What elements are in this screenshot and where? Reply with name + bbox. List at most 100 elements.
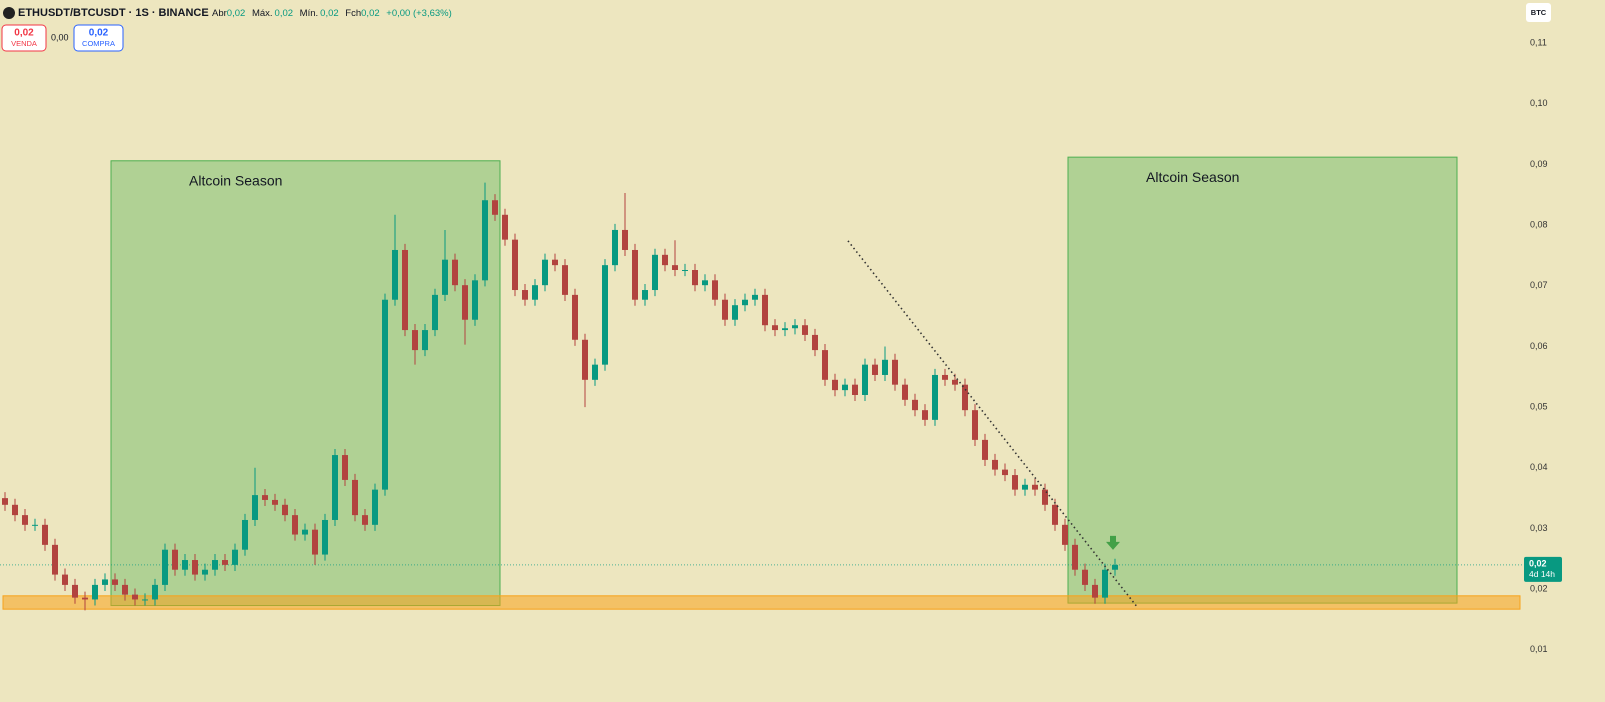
- candle-body: [692, 270, 698, 286]
- candle-body: [22, 515, 28, 525]
- buy-button[interactable]: [73, 24, 124, 52]
- candle-body: [32, 524, 38, 526]
- candle-body: [832, 379, 838, 391]
- sell-label: VENDA: [11, 39, 37, 48]
- y-tick-label: 0,02: [1530, 584, 1548, 594]
- candle-body: [972, 410, 978, 440]
- candle-body: [372, 489, 378, 525]
- candle-body: [892, 359, 898, 385]
- candle-body: [252, 495, 258, 520]
- candle-body: [612, 229, 618, 266]
- arrow-marker: [1106, 535, 1120, 550]
- ohlc-value: 0,02: [361, 8, 380, 19]
- candle-body: [562, 265, 568, 295]
- candle-body: [402, 249, 408, 331]
- candle-body: [652, 254, 658, 291]
- candle-body: [682, 270, 688, 271]
- candle-body: [352, 479, 358, 516]
- candle-body: [1012, 475, 1018, 490]
- candle-body: [772, 325, 778, 331]
- candle-body: [842, 384, 848, 391]
- candle-body: [452, 259, 458, 286]
- candle-body: [502, 214, 508, 240]
- candle-body: [442, 259, 448, 295]
- candle-body: [962, 384, 968, 411]
- ohlc: Abr0,02 Máx. 0,02 Mín. 0,02 Fch0,02 +0,00 …: [212, 8, 452, 19]
- y-tick-label: 0,03: [1530, 523, 1548, 533]
- candle-body: [982, 439, 988, 460]
- candle-body: [202, 569, 208, 575]
- candle-body: [992, 459, 998, 470]
- candle-body: [112, 579, 118, 585]
- candle-body: [552, 259, 558, 266]
- candle-body: [632, 249, 638, 300]
- candle-body: [802, 325, 808, 335]
- sell-price: 0,02: [14, 28, 34, 39]
- candle-body: [222, 560, 228, 565]
- candle-body: [192, 560, 198, 575]
- sell-button[interactable]: [1, 24, 47, 52]
- candle-body: [332, 455, 338, 520]
- ohlc-value: 0,02: [275, 8, 294, 19]
- candle-body: [282, 504, 288, 516]
- candle-body: [172, 549, 178, 570]
- candle-body: [762, 294, 768, 326]
- candle-body: [712, 280, 718, 300]
- ohlc-label: Mín.: [300, 8, 318, 19]
- currency: BTC: [1531, 8, 1547, 17]
- candle-body: [422, 330, 428, 351]
- y-tick-label: 0,11: [1530, 37, 1547, 47]
- candle-body: [742, 299, 748, 306]
- candle-body: [662, 254, 668, 266]
- ohlc-value: 0,02: [320, 8, 339, 19]
- candle-body: [122, 584, 128, 595]
- support-zone: [2, 595, 1521, 610]
- candle-body: [52, 544, 58, 575]
- candle-body: [922, 410, 928, 420]
- candle-body: [42, 524, 48, 545]
- candle-body: [342, 455, 348, 480]
- candle-body: [152, 584, 158, 600]
- candle-body: [262, 495, 268, 500]
- candle-body: [232, 549, 238, 565]
- ohlc-label: Máx.: [252, 8, 273, 19]
- price-tag: [1524, 556, 1562, 582]
- y-tick-label: 0,06: [1530, 341, 1548, 351]
- y-tick-label: 0,07: [1530, 280, 1548, 290]
- candle-body: [102, 579, 108, 585]
- price-tag-countdown: 4d 14h: [1529, 569, 1555, 579]
- candle-body: [272, 499, 278, 505]
- candle-body: [822, 350, 828, 380]
- candle-body: [722, 299, 728, 320]
- candle-body: [792, 325, 798, 329]
- altcoin-box: [1067, 156, 1458, 604]
- candle-body: [472, 280, 478, 320]
- y-tick-label: 0,01: [1530, 644, 1548, 654]
- candle-body: [732, 305, 738, 320]
- candle-body: [1072, 544, 1078, 570]
- candle-body: [862, 364, 868, 395]
- ohlc-value: 0,02: [227, 8, 246, 19]
- candle-body: [602, 265, 608, 365]
- candle-body: [872, 364, 878, 375]
- ohlc-label: Fch: [345, 8, 361, 19]
- buy-price: 0,02: [89, 28, 109, 39]
- candle-body: [382, 299, 388, 490]
- candle-body: [432, 294, 438, 331]
- hud: ETHUSDT/BTCUSDT · 1S · BINANCE Abr0,02 M…: [1, 3, 1551, 52]
- candle-body: [92, 584, 98, 600]
- y-tick-label: 0,08: [1530, 219, 1548, 229]
- candle-body: [642, 290, 648, 300]
- candle-body: [542, 259, 548, 286]
- candle-body: [1042, 489, 1048, 505]
- candle-body: [302, 529, 308, 535]
- candle-body: [292, 515, 298, 535]
- candle-body: [312, 529, 318, 555]
- currency-badge[interactable]: [1526, 3, 1551, 22]
- candle-body: [162, 549, 168, 585]
- candle-body: [952, 379, 958, 385]
- candle-body: [142, 599, 148, 601]
- candle-body: [512, 239, 518, 291]
